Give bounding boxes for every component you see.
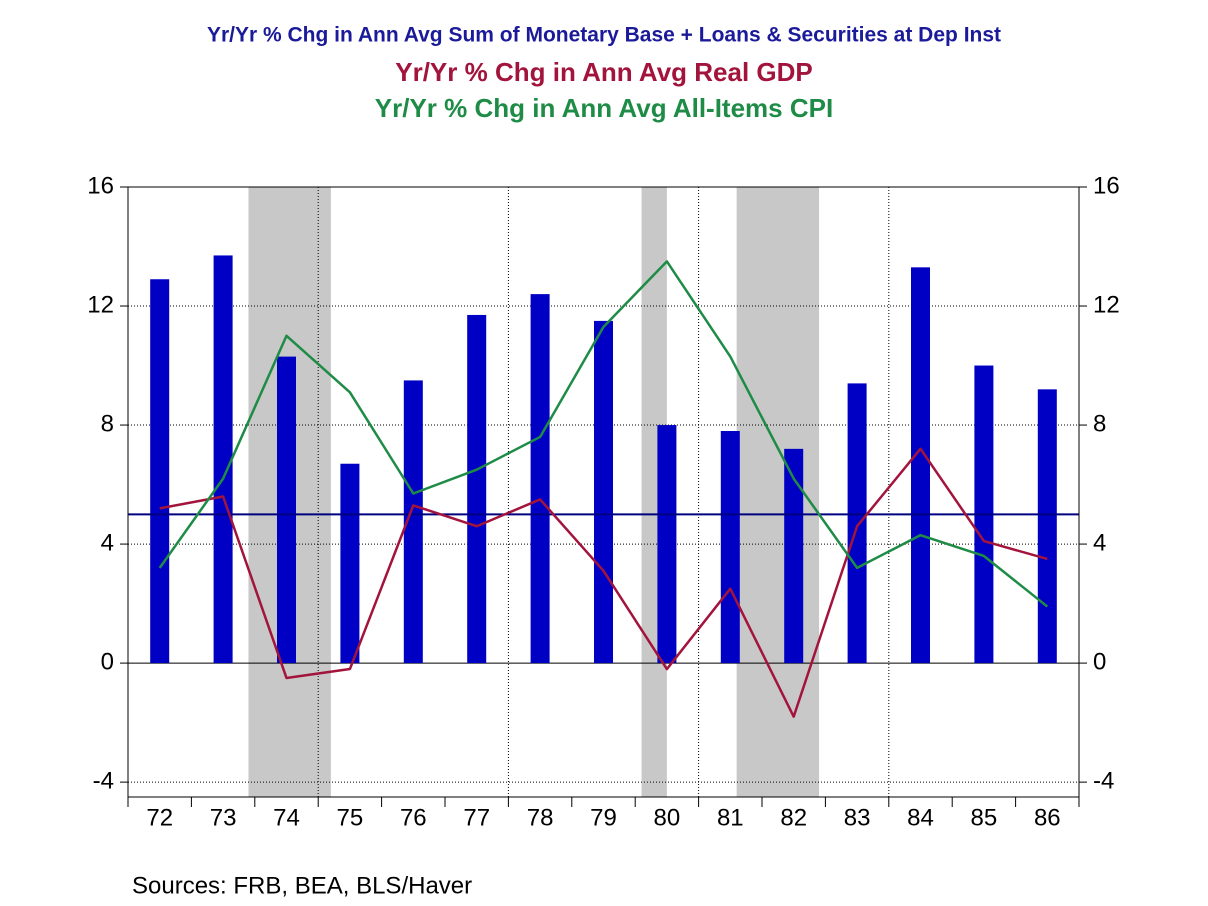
x-tick-label: 76 (400, 804, 427, 831)
bar (340, 463, 360, 664)
bar (213, 255, 233, 664)
y2-tick-label: 16 (1093, 172, 1120, 199)
x-tick-label: 79 (590, 804, 617, 831)
x-tick-label: 86 (1034, 804, 1061, 831)
y-tick-label: 4 (101, 529, 114, 556)
x-tick-label: 85 (971, 804, 998, 831)
y2-tick-label: 8 (1093, 410, 1106, 437)
x-tick-label: 78 (527, 804, 554, 831)
x-tick-label: 82 (780, 804, 807, 831)
y2-tick-label: 0 (1093, 648, 1106, 675)
bar (594, 320, 613, 664)
y2-tick-label: 4 (1093, 529, 1106, 556)
x-tick-label: 77 (463, 804, 490, 831)
x-tick-label: 81 (717, 804, 744, 831)
x-tick-label: 74 (273, 804, 300, 831)
line-series (159, 447, 1048, 718)
bar (403, 380, 423, 664)
line-series (158, 260, 1049, 608)
bar (847, 383, 867, 664)
bar (467, 314, 487, 664)
x-tick-label: 84 (907, 804, 934, 831)
x-tick-label: 75 (337, 804, 364, 831)
bar (1037, 389, 1057, 664)
x-tick-label: 83 (844, 804, 871, 831)
bar (720, 431, 740, 664)
chart-title-1: Yr/Yr % Chg in Ann Avg Sum of Monetary B… (207, 24, 1001, 47)
bar (277, 356, 296, 664)
chart-title-3: Yr/Yr % Chg in Ann Avg All-Items CPI (375, 93, 833, 123)
recession-shade (736, 187, 820, 797)
x-tick-label: 73 (210, 804, 237, 831)
x-tick-label: 80 (654, 804, 681, 831)
x-tick-label: 72 (146, 804, 173, 831)
chart-title-2: Yr/Yr % Chg in Ann Avg Real GDP (395, 57, 813, 87)
y-tick-label: 16 (87, 172, 114, 199)
plot-frame (127, 186, 1080, 798)
y-tick-label: 12 (87, 291, 114, 318)
bar (784, 448, 804, 664)
y-tick-label: 0 (101, 648, 114, 675)
y-tick-label: 8 (101, 410, 114, 437)
bar (150, 279, 170, 664)
source-note: Sources: FRB, BEA, BLS/Haver (132, 872, 472, 899)
bar (530, 294, 550, 664)
bar (657, 425, 677, 664)
y2-tick-label: 12 (1093, 291, 1120, 318)
y2-tick-label: -4 (1093, 767, 1114, 794)
y-tick-label: -4 (93, 767, 114, 794)
bar (911, 267, 930, 664)
